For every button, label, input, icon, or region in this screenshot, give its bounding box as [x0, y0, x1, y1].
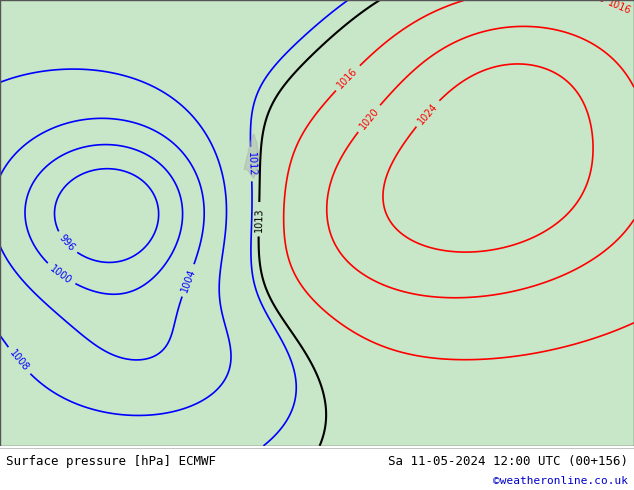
Text: 1016: 1016	[335, 66, 360, 90]
Text: 1004: 1004	[179, 267, 197, 294]
Polygon shape	[244, 134, 259, 178]
Text: 996: 996	[56, 233, 77, 253]
Text: 1020: 1020	[358, 106, 380, 131]
Text: 1024: 1024	[416, 101, 439, 126]
Text: ©weatheronline.co.uk: ©weatheronline.co.uk	[493, 476, 628, 486]
Text: 1013: 1013	[254, 207, 264, 232]
Text: 1008: 1008	[7, 348, 30, 373]
Text: Surface pressure [hPa] ECMWF: Surface pressure [hPa] ECMWF	[6, 455, 216, 468]
Text: 1016: 1016	[606, 0, 632, 17]
Text: Sa 11-05-2024 12:00 UTC (00+156): Sa 11-05-2024 12:00 UTC (00+156)	[387, 455, 628, 468]
Text: 1000: 1000	[48, 263, 74, 286]
Text: 1012: 1012	[246, 151, 257, 176]
